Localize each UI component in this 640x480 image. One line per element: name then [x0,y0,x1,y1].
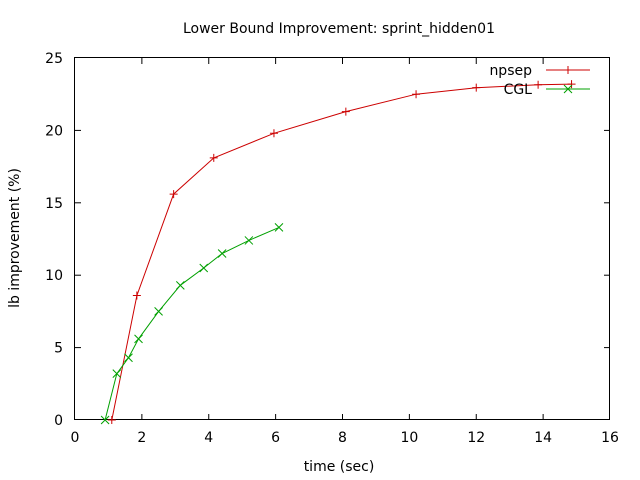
data-point-npsep [567,80,576,89]
legend-label-cgl: CGL [504,82,533,98]
axis-ticks: 0 2 4 6 8 10 12 14 16 0 5 10 15 20 25 [45,51,619,446]
y-tick-label: 10 [45,268,63,284]
data-point-npsep [169,190,178,199]
data-point-cgl [217,249,227,258]
data-point-cgl [112,369,122,379]
data-point-npsep [269,129,278,138]
legend-marker-cgl [563,84,573,94]
y-tick-label: 20 [45,123,63,139]
series-layer [100,80,576,425]
data-point-npsep [472,83,481,92]
data-point-cgl [244,236,254,245]
x-tick-label: 14 [534,430,552,446]
y-tick-label: 0 [54,413,63,429]
data-point-npsep [341,107,350,116]
series-line-cgl [104,226,280,421]
x-axis-label: time (sec) [304,459,375,475]
data-point-npsep [412,90,421,99]
x-tick-label: 0 [71,430,80,446]
legend-label-npsep: npsep [489,63,532,79]
data-point-npsep [107,416,116,424]
series-cgl [100,223,284,425]
data-point-cgl [274,223,284,232]
x-tick-label: 16 [601,430,619,446]
data-point-npsep [534,80,543,89]
data-point-cgl [199,263,209,273]
data-point-cgl [100,415,110,425]
x-tick-label: 6 [271,430,280,446]
data-point-npsep [132,291,141,300]
data-point-cgl [154,307,163,316]
data-point-cgl [175,280,185,290]
legend: npsep CGL [489,63,590,98]
series-line-npsep [111,83,572,421]
x-tick-label: 12 [467,430,485,446]
chart-title: Lower Bound Improvement: sprint_hidden01 [183,21,495,37]
data-point-npsep [209,153,218,162]
data-point-cgl [124,353,133,363]
x-tick-label: 2 [137,430,146,446]
x-tick-label: 4 [204,430,213,446]
y-tick-label: 15 [45,196,63,212]
legend-marker-npsep [564,66,572,74]
y-axis-label: lb improvement (%) [7,168,23,308]
series-npsep [107,80,576,424]
x-tick-label: 10 [400,430,418,446]
y-tick-label: 25 [45,51,63,67]
data-point-cgl [134,334,143,344]
x-tick-label: 8 [338,430,347,446]
y-tick-label: 5 [54,341,63,357]
